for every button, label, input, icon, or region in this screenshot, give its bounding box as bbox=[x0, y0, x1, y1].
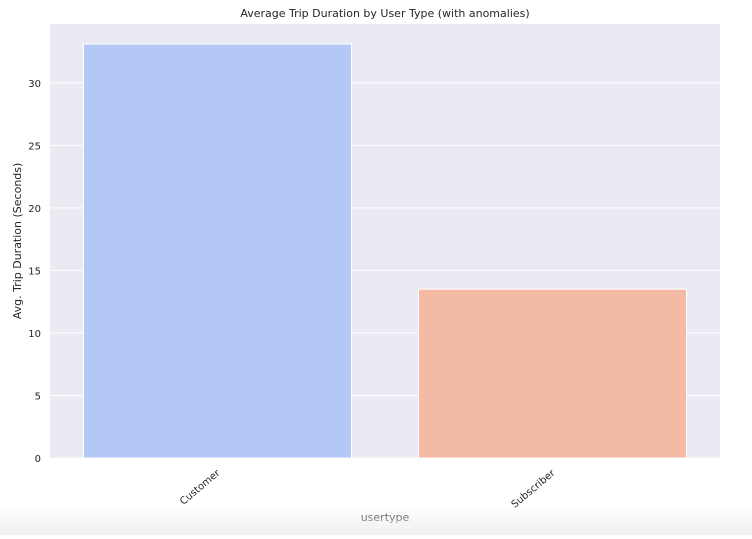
bar-customer bbox=[83, 43, 352, 459]
y-tick-label-30: 30 bbox=[28, 79, 41, 90]
y-tick-label-25: 25 bbox=[28, 141, 41, 152]
x-tick-label-customer: Customer bbox=[178, 467, 223, 507]
chart-title: Average Trip Duration by User Type (with… bbox=[240, 7, 529, 20]
y-tick-label-20: 20 bbox=[28, 204, 41, 215]
y-tick-label-10: 10 bbox=[28, 329, 41, 340]
y-axis-label: Avg. Trip Duration (Seconds) bbox=[11, 163, 24, 320]
x-tick-label-subscriber: Subscriber bbox=[510, 467, 559, 510]
bar-subscriber bbox=[418, 288, 687, 459]
x-axis-ticks: Customer Subscriber bbox=[178, 467, 558, 510]
y-axis-ticks: 0 5 10 15 20 25 30 bbox=[28, 79, 41, 465]
bars bbox=[83, 43, 687, 459]
y-tick-label-0: 0 bbox=[35, 454, 41, 465]
y-tick-label-5: 5 bbox=[35, 391, 41, 402]
y-tick-label-15: 15 bbox=[28, 266, 41, 277]
x-axis-label: usertype bbox=[361, 511, 410, 524]
